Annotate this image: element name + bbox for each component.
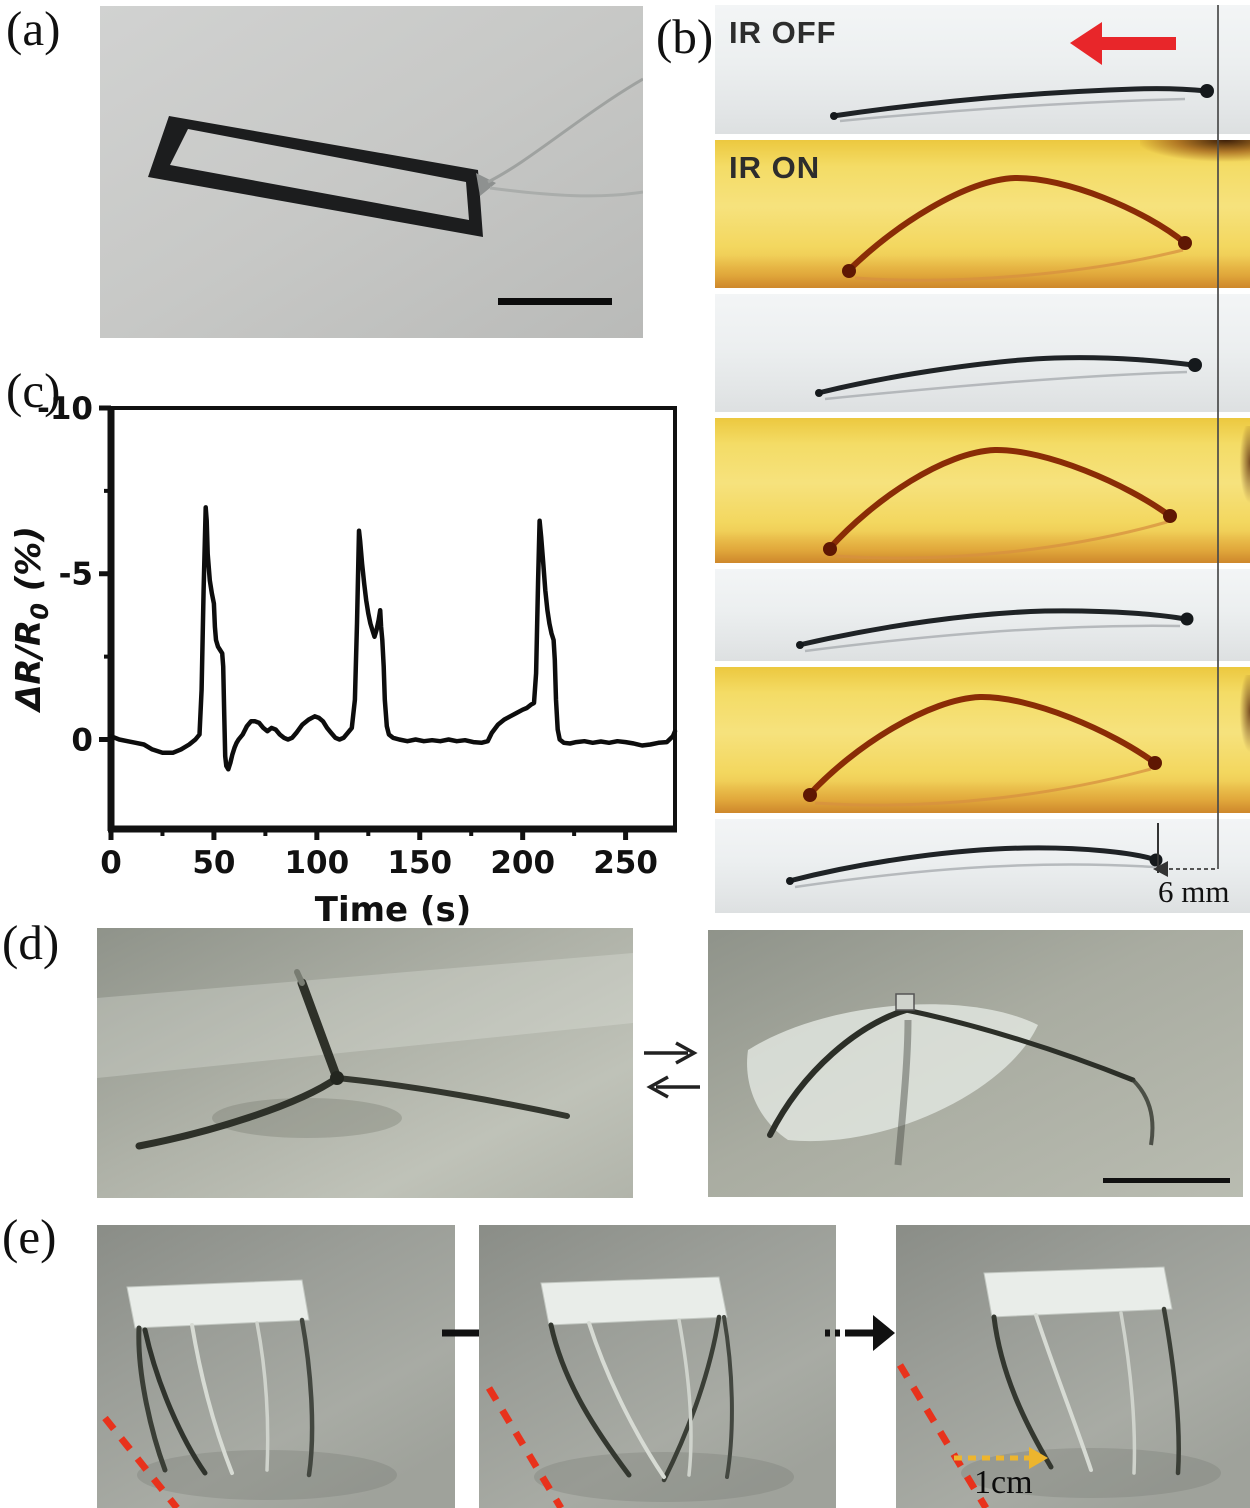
gripper-closed-graphic	[708, 930, 1243, 1197]
walker-photo-stepN	[896, 1225, 1250, 1508]
walker-table	[983, 1266, 1181, 1476]
walker-step2-graphic	[479, 1225, 836, 1508]
walker-step1-graphic	[97, 1225, 455, 1508]
device-photo-graphic	[100, 6, 643, 338]
heat-blur-corner	[1140, 140, 1250, 180]
b-frame-5	[715, 569, 1250, 661]
b-frame-7: 6 mm	[715, 819, 1250, 913]
scale-label-1cm: 1cm	[974, 1464, 1033, 1501]
svg-text:100: 100	[284, 845, 349, 881]
strip-arched-3	[803, 693, 1162, 807]
ir-direction-arrow-icon	[1070, 22, 1176, 65]
actuator-frame	[148, 116, 483, 237]
gripper-closed-photo	[708, 930, 1243, 1197]
lead-wire-bottom	[489, 186, 643, 198]
start-position-trace	[102, 1415, 180, 1508]
wire-connector	[476, 173, 496, 196]
svg-text:200: 200	[490, 845, 555, 881]
displacement-arrow-icon	[954, 1447, 1048, 1469]
actuator-strip	[788, 845, 1154, 884]
start-position-trace	[897, 1363, 989, 1508]
distance-bracket	[1153, 823, 1217, 877]
actuator-strip	[817, 355, 1194, 396]
svg-text:Time (s): Time (s)	[315, 890, 472, 930]
panel-e-label: (e)	[2, 1209, 57, 1264]
b-frame-4	[715, 418, 1250, 563]
actuator-strip-heated	[845, 174, 1187, 274]
strip-flat-3	[796, 608, 1194, 653]
svg-text:250: 250	[593, 845, 658, 881]
actuator-strip-heated	[826, 446, 1172, 552]
strip-arched-2	[823, 446, 1177, 560]
actuator-strip	[798, 608, 1186, 648]
b-frame-3	[715, 294, 1250, 412]
scale-bar	[1103, 1178, 1230, 1183]
b-frame-6	[715, 667, 1250, 813]
strip-flat-4	[786, 823, 1217, 889]
device-photo	[100, 6, 643, 338]
strip-flat-2	[815, 355, 1202, 401]
panel-d-label: (d)	[2, 915, 60, 970]
resistance-chart: 0 50 100 150 200 250 0 -5 -10 Time (s) ΔR/R0 (%)	[9, 391, 678, 930]
lead-wire-top	[487, 77, 643, 184]
strip-arched-1	[842, 174, 1192, 282]
b-frame-1-ir-off: IR OFF	[715, 5, 1250, 134]
walker-photo-step1	[97, 1225, 455, 1508]
panel-b-label: (b)	[656, 9, 714, 64]
svg-text:ΔR/R0 (%): ΔR/R0 (%)	[9, 526, 54, 714]
svg-text:50: 50	[192, 845, 235, 881]
gripper-weight-cube	[895, 993, 915, 1011]
resistance-trace	[108, 505, 678, 772]
walker-table	[126, 1279, 315, 1478]
panel-c-label: (c)	[6, 363, 61, 418]
svg-text:-5: -5	[59, 557, 93, 593]
reversible-arrows-icon	[644, 1041, 700, 1099]
actuator-strip-heated	[806, 693, 1157, 798]
walker-table	[540, 1276, 734, 1483]
svg-text:150: 150	[387, 845, 452, 881]
strip-flat-1	[830, 84, 1214, 123]
panel-a-label: (a)	[6, 1, 61, 56]
elapsed-steps-arrow-icon	[825, 1315, 895, 1351]
scale-label-6mm: 6 mm	[1158, 874, 1230, 909]
reference-line	[1217, 5, 1219, 869]
gripper-flat-photo	[97, 928, 633, 1198]
tripod-gripper-closed	[767, 993, 1155, 1166]
svg-text:0: 0	[71, 722, 93, 758]
walker-photo-step2	[479, 1225, 836, 1508]
scale-bar	[498, 298, 612, 305]
start-position-trace	[485, 1386, 565, 1508]
gripper-flat-graphic	[97, 928, 633, 1198]
actuator-strip	[832, 86, 1208, 119]
ir-on-label: IR ON	[729, 150, 821, 185]
svg-text:0: 0	[100, 845, 122, 881]
ir-off-label: IR OFF	[729, 15, 837, 50]
heat-blur-edge	[1232, 426, 1250, 516]
walker-stepN-graphic	[896, 1225, 1250, 1508]
b-frame-2-ir-on: IR ON	[715, 140, 1250, 288]
heat-blur-edge	[1232, 675, 1250, 765]
tripod-gripper-open	[135, 969, 570, 1150]
svg-text:-10: -10	[37, 391, 93, 427]
